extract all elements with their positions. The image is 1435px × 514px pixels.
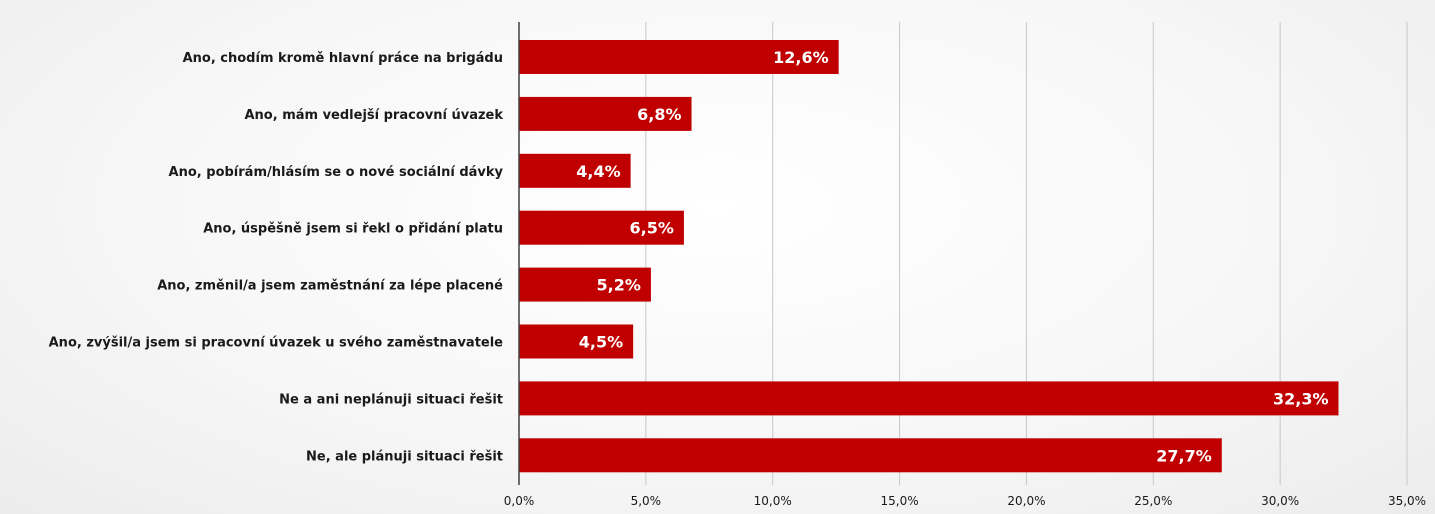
bars [519,40,1339,473]
bar [519,153,631,188]
category-label: Ano, zvýšil/a jsem si pracovní úvazek u … [49,336,504,351]
data-label: 5,2% [597,276,641,295]
bar [519,324,634,359]
category-label: Ano, mám vedlejší pracovní úvazek [244,108,503,123]
bar [519,210,684,245]
bar [519,267,651,302]
data-label: 4,4% [576,162,620,181]
data-label: 12,6% [773,48,829,67]
x-tick-label: 35,0% [1388,494,1426,508]
bar [519,96,692,131]
category-label: Ne, ale plánuji situaci řešit [306,449,503,464]
data-label: 6,8% [637,105,681,124]
category-label: Ano, úspěšně jsem si řekl o přidání plat… [203,222,503,237]
gridlines [645,22,1408,485]
category-label: Ne a ani neplánuji situaci řešit [279,392,503,407]
labels: 0,0% 5,0% 10,0% 15,0% 20,0% 25,0% 30,0% 35,0% An… [49,48,1426,508]
category-label: Ano, změnil/a jsem zaměstnání za lépe pl… [157,279,503,294]
x-tick-label: 25,0% [1134,494,1172,508]
x-tick-label: 5,0% [631,494,662,508]
x-tick-label: 30,0% [1261,494,1299,508]
bar [519,438,1222,473]
data-label: 6,5% [630,219,674,238]
data-label: 27,7% [1156,446,1212,465]
bar [519,381,1339,416]
data-label: 32,3% [1273,389,1329,408]
bar [519,40,839,74]
x-tick-label: 20,0% [1007,494,1045,508]
x-tick-label: 15,0% [881,494,919,508]
data-label: 4,5% [579,333,623,352]
x-tick-label: 10,0% [754,494,792,508]
x-tick-label: 0,0% [504,494,535,508]
category-label: Ano, chodím kromě hlavní práce na brigád… [183,51,503,66]
category-label: Ano, pobírám/hlásím se o nové sociální d… [169,165,504,180]
